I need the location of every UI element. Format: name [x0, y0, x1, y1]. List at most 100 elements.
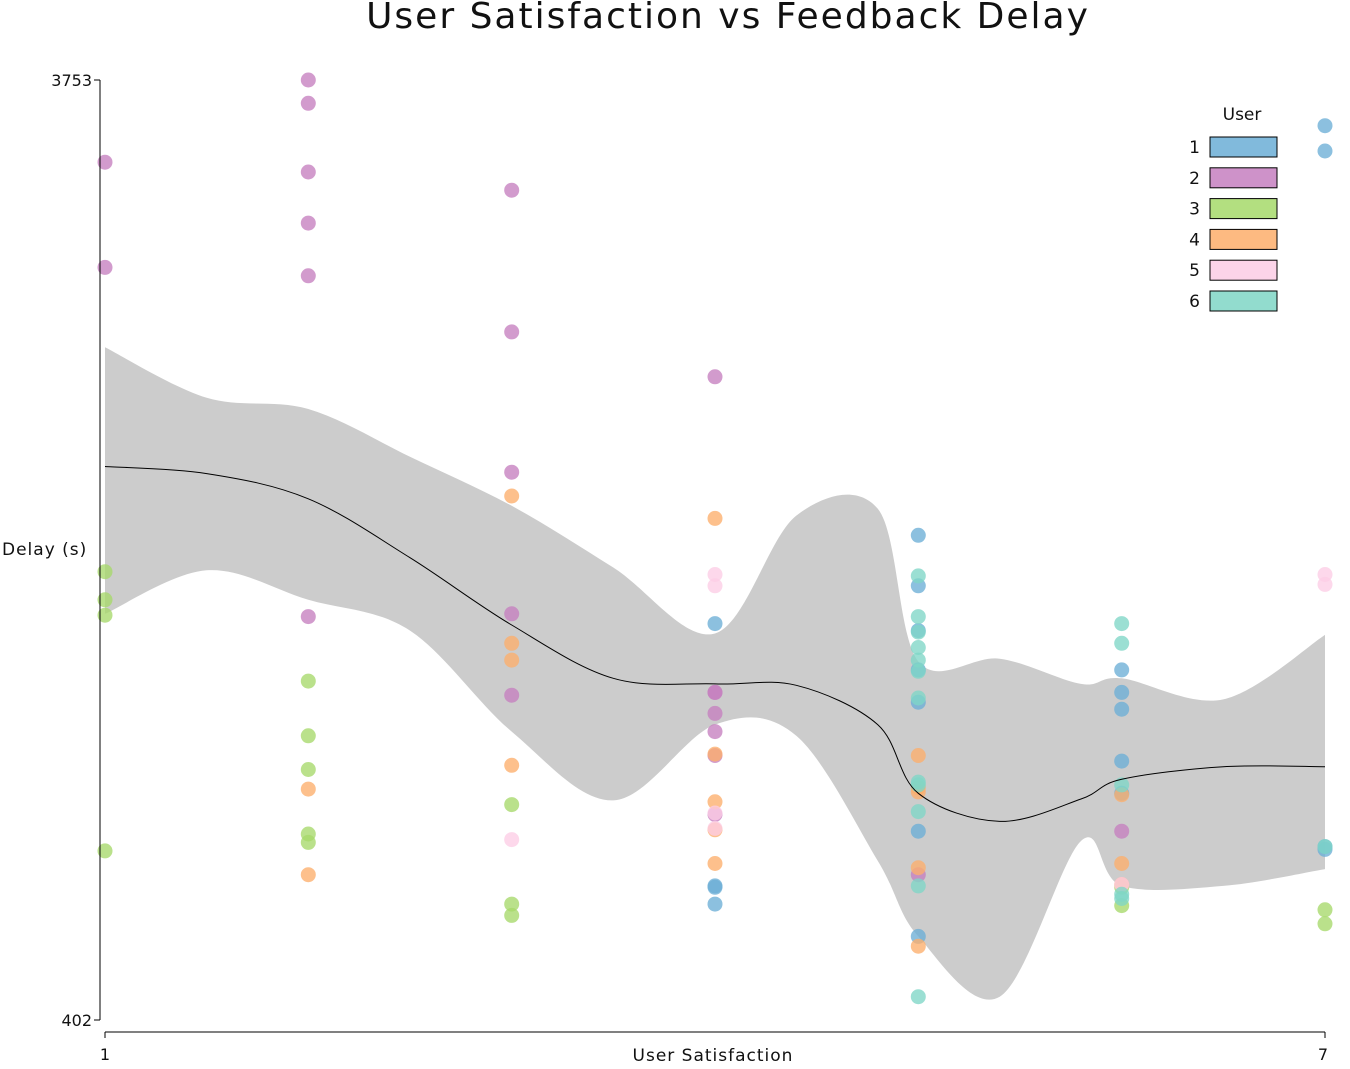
y-tick-label-min: 402 [61, 1011, 92, 1030]
point-user-6 [910, 690, 926, 706]
point-user-2 [300, 72, 316, 88]
point-user-3 [1317, 916, 1333, 932]
point-user-4 [504, 652, 520, 668]
point-user-1 [1114, 684, 1130, 700]
point-user-3 [97, 564, 113, 580]
y-axis: 3753 402 Delay (s) [2, 71, 101, 1030]
point-user-4 [707, 746, 723, 762]
y-axis-label: Delay (s) [2, 540, 87, 560]
confidence-band [105, 347, 1325, 1000]
point-user-1 [1317, 118, 1333, 134]
point-user-6 [910, 652, 926, 668]
point-user-4 [504, 757, 520, 773]
x-axis-label: User Satisfaction [633, 1046, 794, 1066]
point-user-6 [910, 804, 926, 820]
point-user-6 [910, 568, 926, 584]
point-user-3 [97, 607, 113, 623]
point-user-6 [910, 663, 926, 679]
point-user-4 [300, 781, 316, 797]
legend-title: User [1223, 105, 1262, 125]
legend-label-1: 1 [1189, 138, 1200, 158]
point-user-4 [504, 635, 520, 651]
point-user-3 [97, 592, 113, 608]
plot-area [97, 72, 1333, 1005]
legend: User 1 2 3 4 5 6 [1189, 105, 1278, 312]
point-user-4 [707, 794, 723, 810]
point-user-2 [300, 268, 316, 284]
y-tick-label-max: 3753 [51, 71, 92, 90]
point-user-6 [1317, 839, 1333, 855]
point-user-2 [300, 164, 316, 180]
point-user-4 [707, 856, 723, 871]
legend-label-3: 3 [1189, 200, 1200, 220]
point-user-2 [97, 154, 113, 170]
point-user-3 [504, 797, 520, 813]
legend-swatch-5 [1209, 259, 1278, 281]
point-user-6 [1114, 891, 1130, 906]
point-user-2 [504, 182, 520, 198]
point-user-6 [1114, 777, 1130, 793]
point-user-6 [1114, 616, 1130, 632]
point-user-3 [504, 907, 520, 923]
point-user-3 [97, 843, 113, 859]
point-user-2 [707, 369, 723, 385]
x-axis: 1 7 User Satisfaction [100, 1031, 1328, 1066]
legend-label-2: 2 [1189, 169, 1200, 189]
point-user-5 [707, 578, 723, 594]
point-user-5 [707, 567, 723, 582]
trend-line [104, 466, 1326, 822]
point-user-5 [707, 805, 723, 821]
point-user-1 [1114, 753, 1130, 769]
point-user-5 [504, 832, 520, 848]
point-user-4 [300, 867, 316, 883]
point-user-2 [300, 609, 316, 625]
legend-swatch-2 [1209, 167, 1278, 189]
point-user-1 [910, 527, 926, 543]
point-user-1 [1114, 701, 1130, 717]
point-user-2 [97, 259, 113, 275]
point-user-1 [707, 896, 723, 912]
chart-title: User Satisfaction vs Feedback Delay [366, 0, 1090, 37]
point-user-2 [707, 684, 723, 700]
point-user-5 [1317, 576, 1333, 592]
point-user-2 [504, 464, 520, 480]
point-user-2 [1114, 823, 1130, 839]
point-user-3 [300, 762, 316, 777]
point-user-3 [1317, 902, 1333, 918]
data-points [97, 72, 1333, 1005]
point-user-6 [910, 989, 926, 1005]
point-user-4 [1114, 856, 1130, 871]
point-user-1 [707, 879, 723, 895]
point-user-1 [910, 823, 926, 839]
legend-label-5: 5 [1189, 261, 1200, 281]
point-user-1 [1317, 143, 1333, 159]
point-user-4 [504, 488, 520, 504]
point-user-5 [707, 820, 723, 836]
legend-swatch-1 [1209, 136, 1278, 158]
point-user-4 [707, 510, 723, 526]
point-user-3 [300, 728, 316, 744]
point-user-1 [707, 616, 723, 632]
point-user-2 [707, 705, 723, 721]
x-tick-label-min: 1 [100, 1045, 110, 1064]
point-user-2 [707, 724, 723, 740]
point-user-6 [910, 624, 926, 640]
point-user-3 [504, 896, 520, 912]
point-user-3 [300, 673, 316, 689]
point-user-6 [1114, 635, 1130, 651]
point-user-6 [910, 640, 926, 655]
point-user-6 [910, 878, 926, 894]
point-user-1 [1114, 662, 1130, 678]
point-user-2 [300, 95, 316, 111]
point-user-4 [910, 938, 926, 954]
point-user-6 [910, 777, 926, 793]
point-user-3 [300, 834, 316, 850]
legend-items: 1 2 3 4 5 6 [1189, 136, 1278, 312]
point-user-4 [910, 860, 926, 876]
legend-label-6: 6 [1189, 292, 1200, 312]
point-user-2 [300, 215, 316, 231]
point-user-2 [504, 687, 520, 703]
legend-swatch-6 [1209, 290, 1278, 312]
legend-label-4: 4 [1189, 230, 1200, 250]
